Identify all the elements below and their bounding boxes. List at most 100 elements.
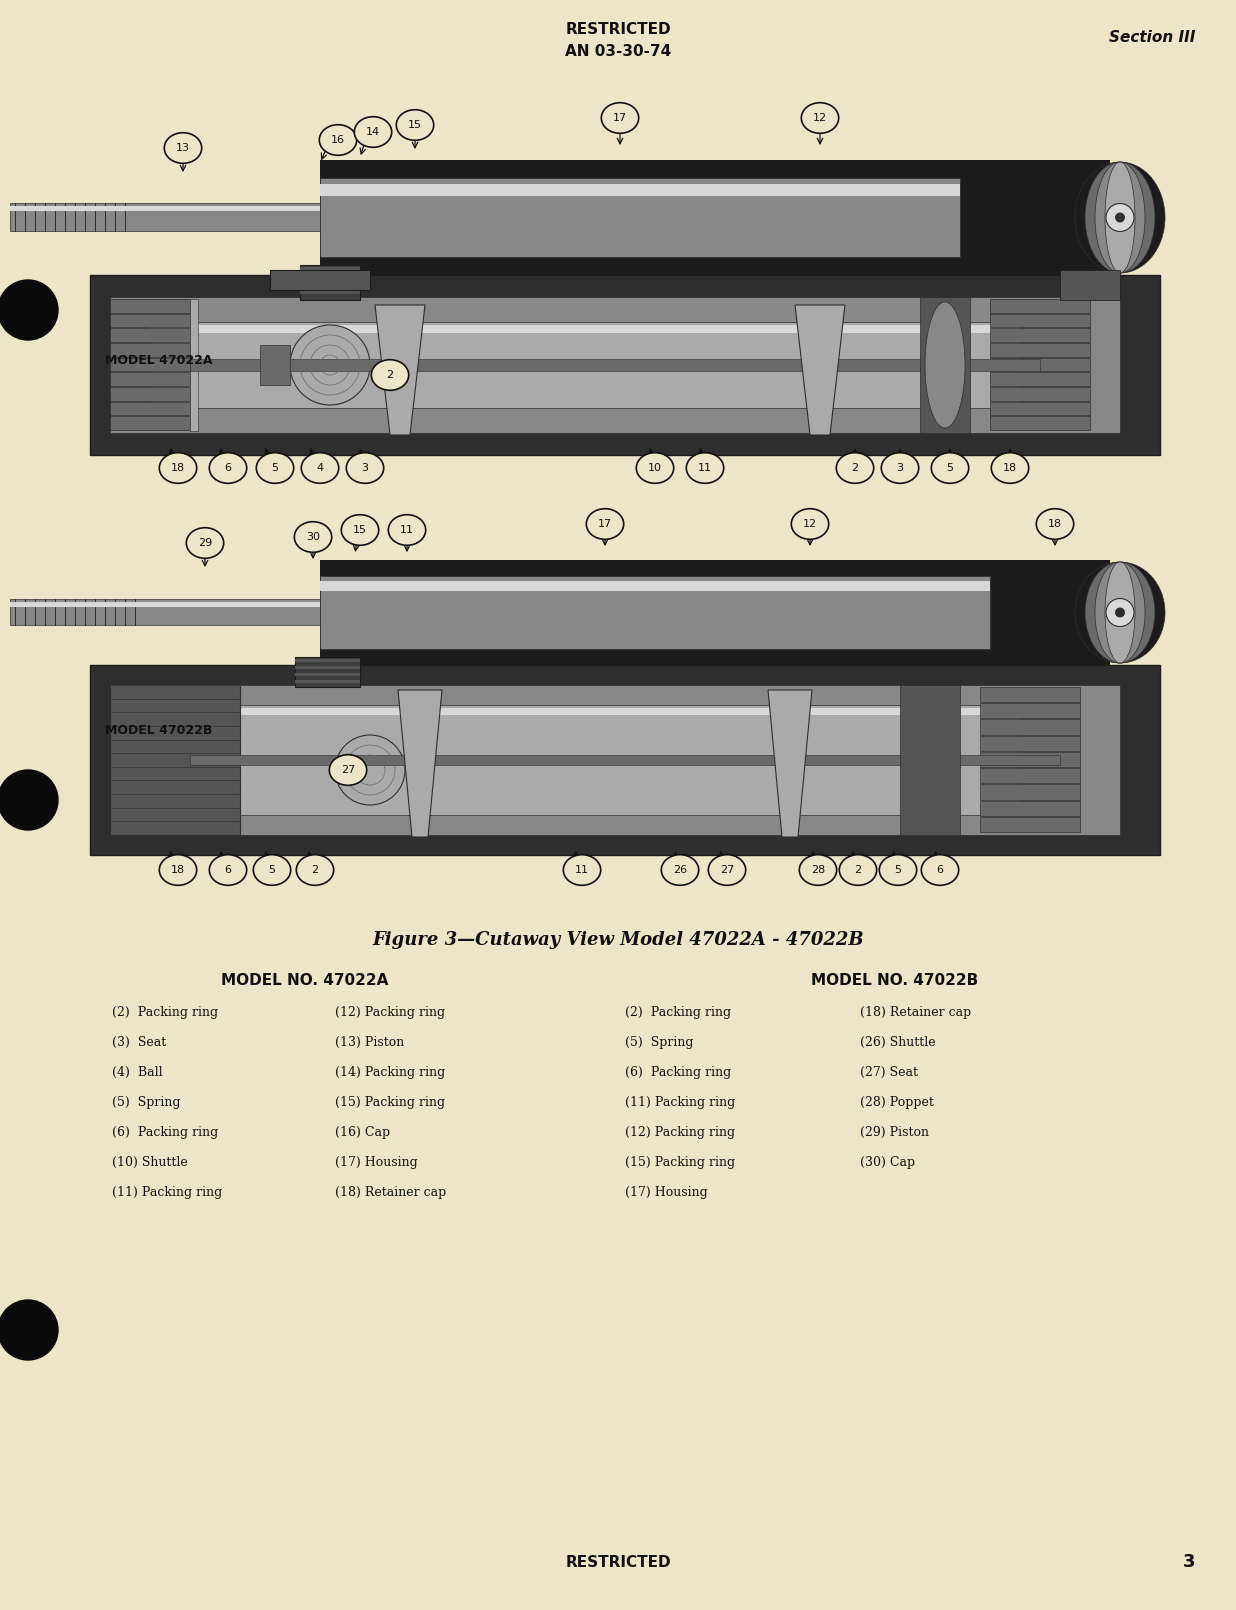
Text: 12: 12 [813, 113, 827, 122]
Ellipse shape [187, 528, 224, 559]
Bar [260, 345, 290, 385]
Ellipse shape [164, 132, 201, 163]
Text: (5)  Spring: (5) Spring [112, 1095, 180, 1109]
Ellipse shape [1106, 599, 1133, 626]
Bar [10, 602, 320, 607]
Bar [320, 179, 960, 258]
Ellipse shape [921, 855, 959, 886]
Ellipse shape [388, 515, 425, 546]
Ellipse shape [881, 452, 918, 483]
Text: 28: 28 [811, 865, 826, 874]
Text: 16: 16 [331, 135, 345, 145]
Bar [90, 275, 1161, 456]
Text: 5: 5 [947, 464, 953, 473]
Text: 14: 14 [366, 127, 379, 137]
Text: 5: 5 [272, 464, 278, 473]
Ellipse shape [341, 515, 378, 546]
Bar [295, 679, 360, 683]
Polygon shape [375, 304, 425, 435]
Text: 11: 11 [400, 525, 414, 535]
Bar [300, 275, 360, 279]
Polygon shape [768, 691, 812, 837]
Text: (6)  Packing ring: (6) Packing ring [625, 1066, 732, 1079]
Text: (3)  Seat: (3) Seat [112, 1035, 167, 1048]
Bar [300, 291, 360, 295]
Ellipse shape [801, 103, 839, 134]
Bar [300, 267, 360, 270]
Text: 17: 17 [598, 518, 612, 530]
Text: MODEL NO. 47022B: MODEL NO. 47022B [811, 972, 979, 987]
Circle shape [0, 1299, 58, 1360]
Text: 13: 13 [176, 143, 190, 153]
Bar [980, 768, 1080, 784]
Ellipse shape [1095, 163, 1145, 274]
Bar [900, 684, 960, 836]
Text: MODEL 47022A: MODEL 47022A [105, 354, 213, 367]
Bar [980, 704, 1080, 718]
Bar [300, 266, 360, 299]
Ellipse shape [209, 452, 247, 483]
Bar [190, 299, 198, 431]
Text: 27: 27 [341, 765, 355, 774]
Ellipse shape [839, 855, 876, 886]
Ellipse shape [346, 452, 383, 483]
Text: 12: 12 [803, 518, 817, 530]
Ellipse shape [800, 855, 837, 886]
Text: (15) Packing ring: (15) Packing ring [335, 1095, 445, 1109]
Text: 5: 5 [895, 865, 901, 874]
Bar [320, 576, 990, 649]
Bar [110, 343, 190, 357]
Text: 2: 2 [387, 370, 393, 380]
Bar [10, 206, 320, 211]
Bar [150, 705, 1020, 815]
Ellipse shape [253, 855, 290, 886]
Bar [980, 752, 1080, 766]
Bar [990, 328, 1090, 341]
Text: (11) Packing ring: (11) Packing ring [112, 1185, 222, 1198]
Text: 18: 18 [171, 865, 185, 874]
Text: 10: 10 [648, 464, 662, 473]
Text: (4)  Ball: (4) Ball [112, 1066, 163, 1079]
Bar [190, 755, 1060, 765]
Text: (17) Housing: (17) Housing [625, 1185, 708, 1198]
Ellipse shape [1105, 163, 1135, 274]
Bar [980, 816, 1080, 832]
Bar [295, 658, 360, 662]
Bar [990, 314, 1090, 327]
Ellipse shape [879, 855, 917, 886]
Text: Figure 3—Cutaway View Model 47022A - 47022B: Figure 3—Cutaway View Model 47022A - 470… [372, 931, 864, 948]
Ellipse shape [294, 522, 331, 552]
Bar [980, 687, 1080, 702]
Bar [990, 401, 1090, 415]
Bar [110, 314, 190, 327]
Text: 3: 3 [1183, 1554, 1195, 1571]
Bar [110, 357, 190, 372]
Text: 3: 3 [896, 464, 904, 473]
Bar [300, 283, 360, 287]
Ellipse shape [686, 452, 724, 483]
Ellipse shape [1115, 213, 1125, 222]
Ellipse shape [991, 452, 1028, 483]
Bar [320, 560, 1110, 665]
Ellipse shape [586, 509, 624, 539]
Bar [990, 357, 1090, 372]
Ellipse shape [355, 116, 392, 147]
Bar [190, 359, 1039, 370]
Polygon shape [398, 691, 442, 837]
Text: (12) Packing ring: (12) Packing ring [335, 1006, 445, 1019]
Text: RESTRICTED: RESTRICTED [565, 1555, 671, 1570]
Text: 18: 18 [171, 464, 185, 473]
Bar [110, 401, 190, 415]
Bar [110, 328, 190, 341]
Text: (6)  Packing ring: (6) Packing ring [112, 1125, 219, 1138]
Bar [295, 657, 360, 687]
Text: 15: 15 [353, 525, 367, 535]
Text: 6: 6 [225, 464, 231, 473]
Text: (2)  Packing ring: (2) Packing ring [112, 1006, 218, 1019]
Bar [90, 665, 1161, 855]
Bar [110, 296, 1120, 433]
Text: 17: 17 [613, 113, 627, 122]
Text: 18: 18 [1048, 518, 1062, 530]
Bar [295, 673, 360, 676]
Text: (26) Shuttle: (26) Shuttle [860, 1035, 936, 1048]
